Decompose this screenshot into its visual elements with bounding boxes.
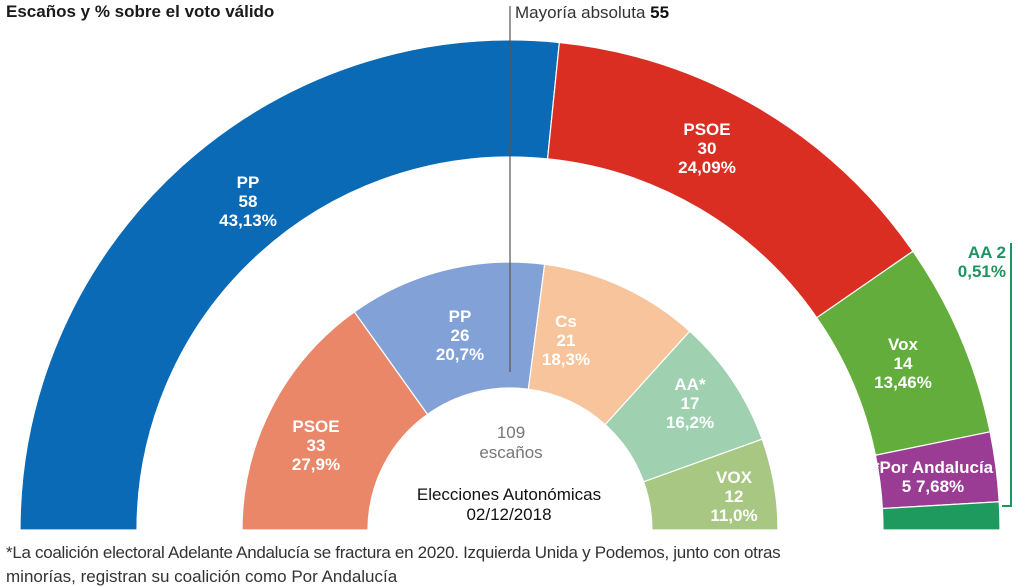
- label-inner-cs-name: Cs: [555, 312, 577, 331]
- segment-inner-vox: [642, 438, 779, 531]
- center-seats-total: 109: [497, 423, 525, 442]
- chart-title: Escaños y % sobre el voto válido: [6, 2, 275, 21]
- segment-outer-aa: [881, 501, 1001, 531]
- label-inner-psoe-pct: 27,9%: [292, 455, 340, 474]
- label-inner-vox-seats: 12: [725, 487, 744, 506]
- segment-inner-psoe: [241, 310, 429, 531]
- label-inner-aa-name: AA*: [674, 375, 706, 394]
- election-label: Elecciones Autonómicas: [417, 485, 601, 504]
- label-inner-cs-seats: 21: [557, 331, 576, 350]
- label-outer-vox-seats: 14: [894, 354, 913, 373]
- outer-ring: [19, 39, 1001, 531]
- label-inner-pp-seats: 26: [451, 326, 470, 345]
- label-inner-vox-name: VOX: [716, 468, 753, 487]
- label-outer-pp-seats: 58: [239, 192, 258, 211]
- label-outer-vox-pct: 13,46%: [874, 373, 932, 392]
- label-outer-porandaluca-value: 5 7,68%: [902, 477, 964, 496]
- label-outer-psoe-name: PSOE: [683, 120, 730, 139]
- label-outer-pp-pct: 43,13%: [219, 211, 277, 230]
- label-outer-porandaluca-name: *Por Andalucía: [873, 458, 994, 477]
- majority-label: Mayoría absoluta 55: [515, 3, 670, 22]
- label-inner-pp-pct: 20,7%: [436, 345, 484, 364]
- label-inner-cs-pct: 18,3%: [542, 350, 590, 369]
- aa-label-pct: 0,51%: [958, 262, 1006, 281]
- label-outer-psoe-seats: 30: [698, 139, 717, 158]
- aa-bracket: [1002, 243, 1012, 507]
- label-inner-vox-pct: 11,0%: [710, 506, 757, 525]
- label-inner-pp-name: PP: [449, 307, 472, 326]
- center-seats-label: escaños: [479, 443, 542, 462]
- footnote-line2: minorías, registran su coalición como Po…: [6, 567, 398, 586]
- label-inner-aa-pct: 16,2%: [666, 413, 714, 432]
- label-outer-vox-name: Vox: [888, 335, 918, 354]
- inner-ring: [241, 261, 779, 531]
- segment-outer-pp: [19, 39, 561, 531]
- label-outer-psoe-pct: 24,09%: [678, 158, 736, 177]
- election-date: 02/12/2018: [466, 505, 551, 524]
- label-inner-psoe-name: PSOE: [292, 417, 339, 436]
- majority-value: 55: [650, 3, 670, 22]
- aa-label-name: AA 2: [968, 243, 1006, 262]
- segment-outer-psoe: [546, 41, 914, 319]
- label-inner-aa-seats: 17: [681, 394, 700, 413]
- label-inner-psoe-seats: 33: [307, 436, 326, 455]
- footnote-line1: *La coalición electoral Adelante Andaluc…: [6, 543, 781, 562]
- label-outer-pp-name: PP: [237, 173, 260, 192]
